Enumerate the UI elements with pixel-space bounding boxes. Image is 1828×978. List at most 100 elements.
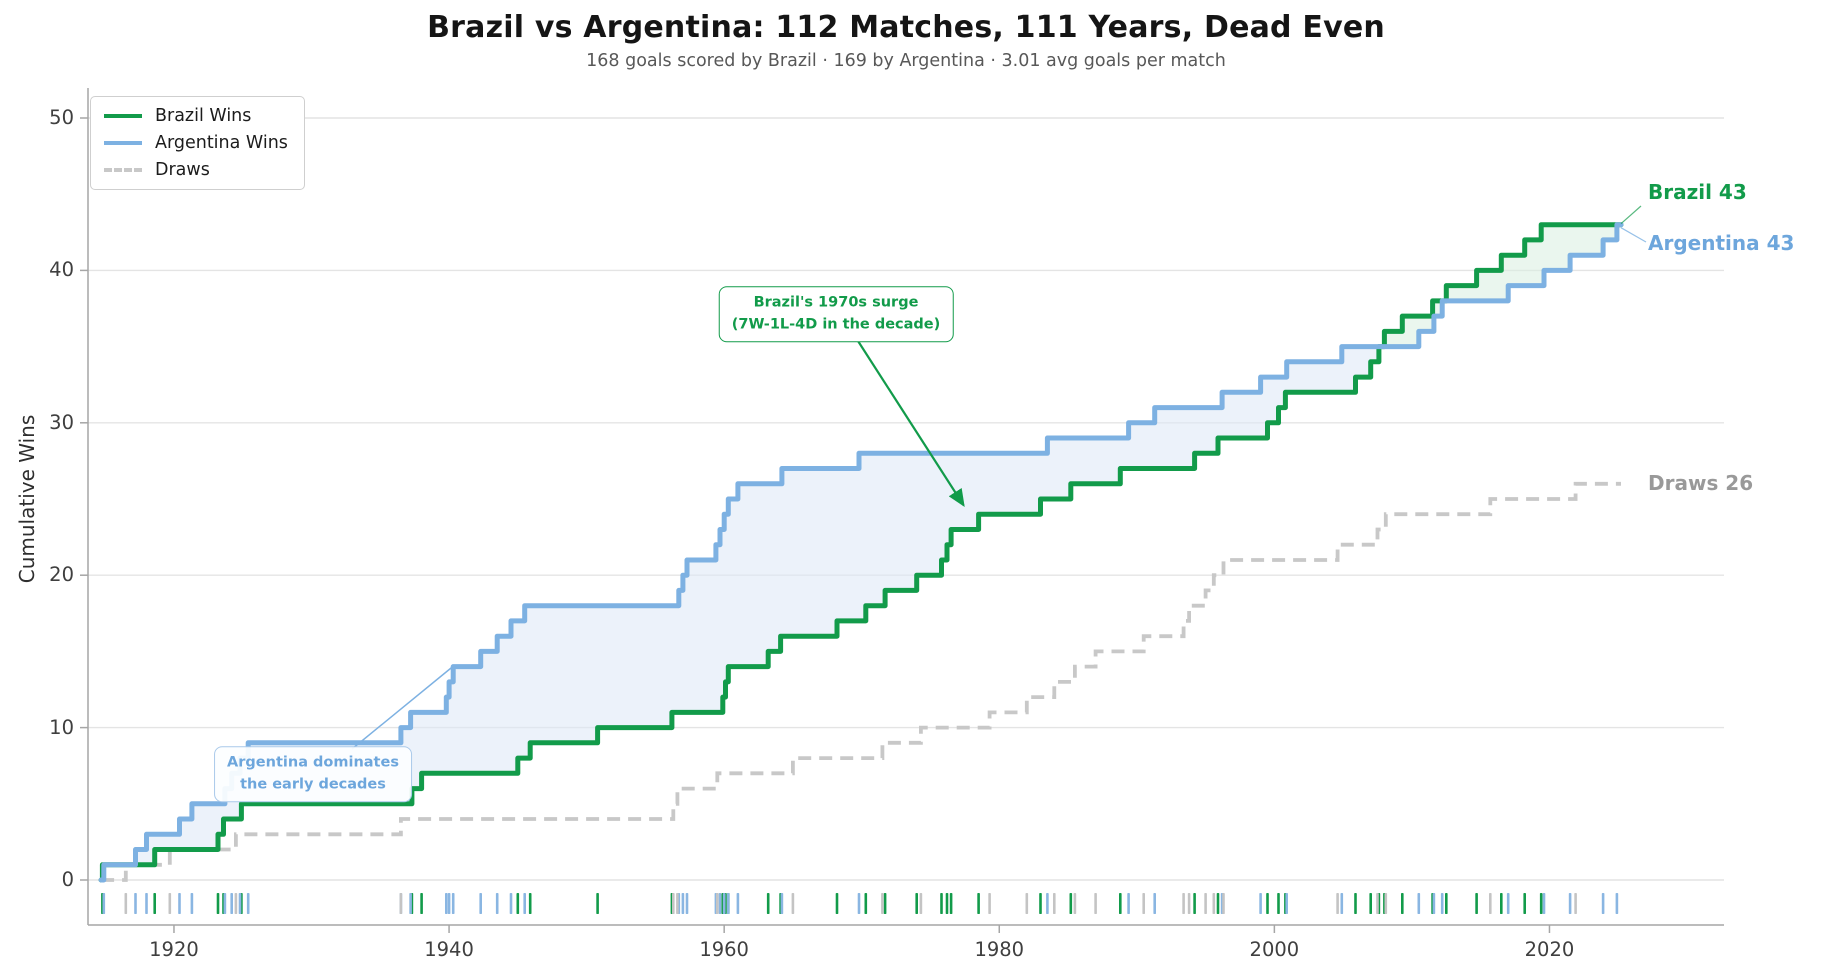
surge-arrow: [857, 340, 965, 507]
rug-argentina-win: [1601, 893, 1605, 914]
rug-brazil-win: [1216, 893, 1220, 914]
rug-argentina-win: [1259, 893, 1262, 914]
rug-brazil-win: [945, 893, 949, 914]
rug-argentina-win: [1046, 893, 1049, 914]
rug-brazil-win: [835, 893, 839, 914]
rug-brazil-win: [1069, 893, 1073, 914]
rug-brazil-win: [153, 893, 156, 914]
y-tick-label: 30: [49, 410, 74, 434]
y-tick-label: 50: [49, 106, 74, 129]
rug-draw: [716, 893, 719, 914]
annotation-line: (7W-1L-4D in the decade): [731, 316, 941, 332]
rug-brazil-win: [528, 893, 532, 914]
rug-brazil-win: [1354, 893, 1357, 914]
rug-argentina-win: [1542, 893, 1546, 914]
draws-line-swatch: [104, 168, 142, 172]
rug-argentina-win: [681, 893, 685, 914]
draws-line: [101, 481, 1621, 882]
rug-argentina-win: [145, 893, 148, 914]
rug-argentina-win: [447, 893, 451, 914]
rug-draw: [1053, 893, 1056, 914]
rug-argentina-win: [1568, 893, 1572, 914]
rug-brazil-win: [516, 893, 520, 914]
rug-draw: [1025, 893, 1029, 914]
rug-draw: [234, 893, 238, 914]
rug-argentina-win: [1153, 893, 1156, 914]
rug-draw: [791, 893, 795, 914]
argentina-line-swatch: [104, 141, 142, 145]
rug-draw: [672, 893, 675, 914]
annotation-argentina-early: Argentina dominates the early decades: [214, 746, 412, 802]
rug-argentina-win: [1417, 893, 1421, 914]
legend: Brazil Wins Argentina Wins Draws: [90, 96, 305, 190]
x-tick-label: 1980: [974, 938, 1025, 961]
rug-argentina-win: [1506, 893, 1510, 914]
rug-argentina-win: [1285, 893, 1288, 914]
rug-brazil-win: [940, 893, 943, 914]
rug-brazil-win: [1500, 893, 1503, 914]
rug-argentina-win: [1127, 893, 1130, 914]
rug-argentina-win: [523, 893, 526, 914]
rug-draw: [1222, 893, 1225, 914]
rug-draw: [1574, 893, 1577, 914]
rug-brazil-win: [766, 893, 770, 914]
rug-draw: [1182, 893, 1185, 914]
annotation-brazil-surge: Brazil's 1970s surge (7W-1L-4D in the de…: [718, 286, 954, 342]
x-tick-label: 2000: [1249, 938, 1300, 961]
end-label-brazil: Brazil 43: [1648, 180, 1747, 204]
rug-argentina-win: [479, 893, 482, 914]
brazil-line: [98, 222, 1624, 883]
rug-draw: [1094, 893, 1097, 914]
rug-argentina-win: [238, 893, 242, 914]
rug-draw: [1142, 893, 1145, 914]
early-decades-leader: [351, 664, 456, 750]
fill-brazil-lead: [1385, 224, 1621, 347]
rug-draw: [988, 893, 991, 914]
rug-brazil-win: [949, 893, 953, 914]
rug-argentina-win: [685, 893, 689, 914]
rug-brazil-win: [1475, 893, 1478, 914]
rug-argentina-win: [736, 893, 740, 914]
rug-argentina-win: [727, 893, 730, 914]
rug-brazil-win: [1039, 893, 1042, 914]
rug-brazil-win: [1193, 893, 1196, 914]
legend-label: Draws: [155, 160, 210, 180]
rug-argentina-win: [1340, 893, 1344, 914]
y-tick-label: 40: [49, 258, 74, 282]
rug-argentina-win: [409, 893, 412, 914]
rug-brazil-win: [596, 893, 599, 914]
rug-draw: [168, 893, 172, 914]
rug-brazil-win: [1119, 893, 1122, 914]
fill-argentina-lead: [136, 331, 1386, 865]
rug-brazil-win: [1523, 893, 1526, 914]
rug-draw: [1204, 893, 1207, 914]
rug-argentina-win: [223, 893, 227, 914]
rug-brazil-win: [216, 893, 220, 914]
y-axis-label: Cumulative Wins: [15, 414, 39, 584]
x-tick-label: 1940: [424, 938, 474, 961]
rug-argentina-win: [102, 893, 106, 914]
rug-argentina-win: [718, 893, 722, 914]
y-tick-label: 10: [49, 715, 74, 739]
rug-draw: [676, 893, 679, 914]
legend-item-brazil: Brazil Wins: [104, 106, 288, 126]
chart-title: Brazil vs Argentina: 112 Matches, 111 Ye…: [427, 10, 1385, 45]
rug-argentina-win: [1432, 893, 1436, 914]
y-tick-label: 0: [61, 868, 74, 891]
rug-brazil-win: [1539, 893, 1543, 914]
x-tick-label: 1960: [699, 938, 749, 961]
rug-draw: [1212, 893, 1216, 914]
rug-argentina-win: [780, 893, 784, 914]
argentina-endlabel-leader: [1620, 227, 1647, 243]
x-tick-label: 1920: [149, 938, 199, 961]
rug-draw: [1336, 893, 1339, 914]
rug-draw: [1187, 893, 1191, 914]
legend-label: Brazil Wins: [155, 106, 252, 126]
rug-draw: [919, 893, 923, 914]
rug-argentina-win: [230, 893, 233, 914]
end-label-draws: Draws 26: [1648, 471, 1754, 495]
rug-argentina-win: [495, 893, 499, 914]
brazil-endlabel-leader: [1620, 205, 1642, 225]
rug-draw: [1073, 893, 1077, 914]
